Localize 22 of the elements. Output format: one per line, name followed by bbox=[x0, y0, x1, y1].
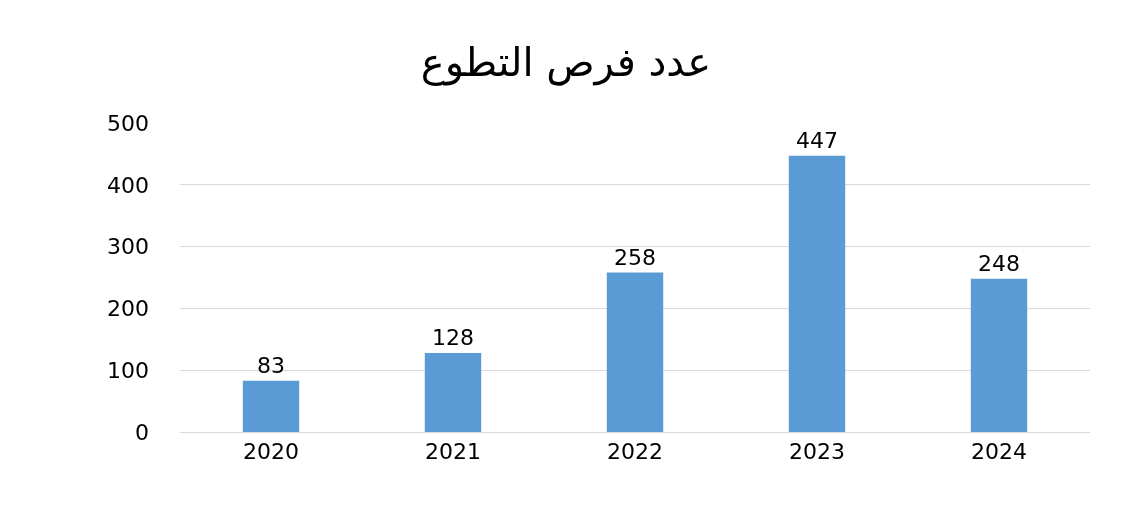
y-tick-label: 500 bbox=[107, 110, 149, 136]
y-tick-label: 100 bbox=[107, 357, 149, 383]
data-label: 447 bbox=[796, 127, 838, 153]
data-label: 248 bbox=[978, 250, 1020, 276]
x-tick-label: 2024 bbox=[971, 439, 1027, 465]
bar bbox=[242, 380, 300, 432]
x-tick-label: 2023 bbox=[789, 439, 845, 465]
bar bbox=[788, 155, 846, 432]
data-label: 258 bbox=[614, 244, 656, 270]
data-label: 128 bbox=[432, 324, 474, 350]
chart-title: عدد فرص التطوع bbox=[420, 39, 712, 86]
x-tick-label: 2022 bbox=[607, 439, 663, 465]
y-tick-label: 200 bbox=[107, 296, 149, 322]
x-tick-label: 2020 bbox=[243, 439, 299, 465]
bar bbox=[606, 272, 664, 432]
y-tick-label: 400 bbox=[107, 172, 149, 198]
bar bbox=[424, 352, 482, 432]
x-tick-label: 2021 bbox=[425, 439, 481, 465]
y-tick-label: 300 bbox=[107, 234, 149, 260]
y-tick-label: 0 bbox=[135, 419, 149, 445]
bar bbox=[970, 278, 1028, 432]
data-label: 83 bbox=[257, 352, 285, 378]
